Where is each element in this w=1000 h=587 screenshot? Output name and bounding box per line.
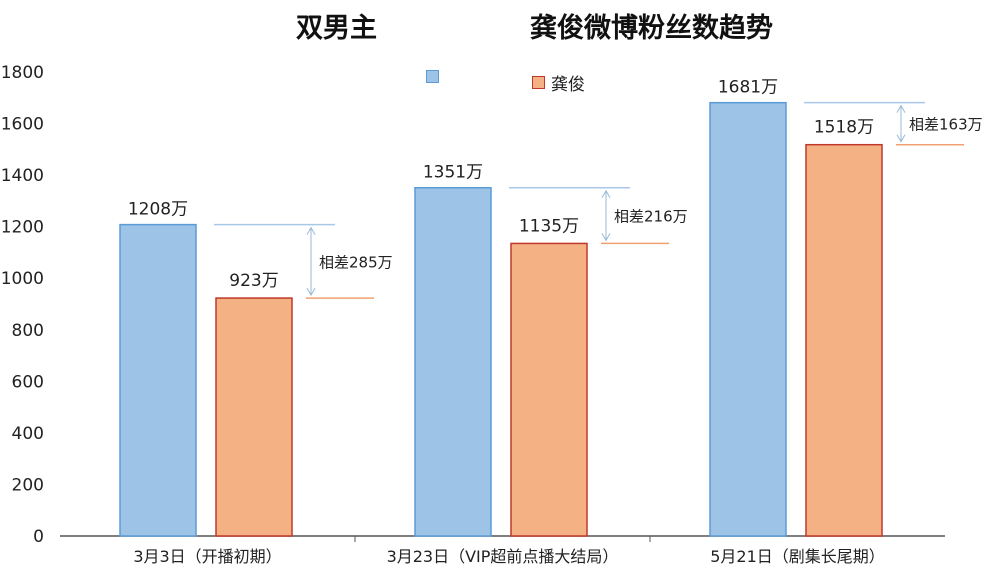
y-tick-label: 1600 (1, 115, 44, 135)
y-tick-label: 1200 (1, 218, 44, 238)
legend-item-series-b: 龚俊 (532, 70, 585, 95)
x-tick-label: 5月21日（剧集长尾期） (710, 547, 885, 566)
bar-series-b (510, 242, 588, 537)
diff-annotation: 相差163万 (909, 116, 983, 134)
data-label-series-b: 1135万 (519, 216, 579, 236)
y-tick-label: 400 (12, 424, 44, 444)
diff-annotation: 相差285万 (319, 253, 393, 271)
diff-arrow-head-up (896, 104, 906, 113)
legend-item-series-a (426, 70, 445, 83)
data-label-series-b: 1518万 (814, 118, 874, 138)
y-tick-label: 1400 (1, 166, 44, 186)
diff-arrow-head-down (601, 233, 611, 242)
legend-swatch-series-a (426, 70, 439, 83)
y-tick-label: 600 (12, 372, 44, 392)
bar-series-a (709, 101, 787, 537)
chart-title-right: 龚俊微博粉丝数趋势 (530, 13, 773, 44)
bar-series-b (805, 143, 883, 537)
diff-arrow-head-down (896, 134, 906, 143)
x-tick-label: 3月23日（VIP超前点播大结局） (387, 547, 619, 566)
diff-arrow-head-up (306, 226, 316, 235)
bar-series-b (215, 297, 293, 537)
y-tick-label: 1000 (1, 269, 44, 289)
data-label-series-b: 923万 (229, 271, 278, 291)
legend-label-series-b: 龚俊 (551, 75, 585, 95)
y-tick-label: 0 (33, 527, 44, 547)
data-label-series-a: 1208万 (128, 200, 188, 220)
y-tick-label: 1800 (1, 63, 44, 83)
data-label-series-a: 1351万 (423, 163, 483, 183)
x-tick-label: 3月3日（开播初期） (133, 547, 281, 566)
diff-annotation: 相差216万 (614, 208, 688, 226)
diff-arrow-head-up (601, 189, 611, 198)
chart-title-left: 双男主 (296, 13, 377, 44)
y-tick-label: 200 (12, 475, 44, 495)
data-label-series-a: 1681万 (718, 78, 778, 98)
bar-series-a (119, 223, 197, 537)
bar-series-a (414, 186, 492, 537)
y-tick-label: 800 (12, 321, 44, 341)
diff-arrow-head-down (306, 287, 316, 297)
legend-swatch-series-b (532, 76, 545, 89)
